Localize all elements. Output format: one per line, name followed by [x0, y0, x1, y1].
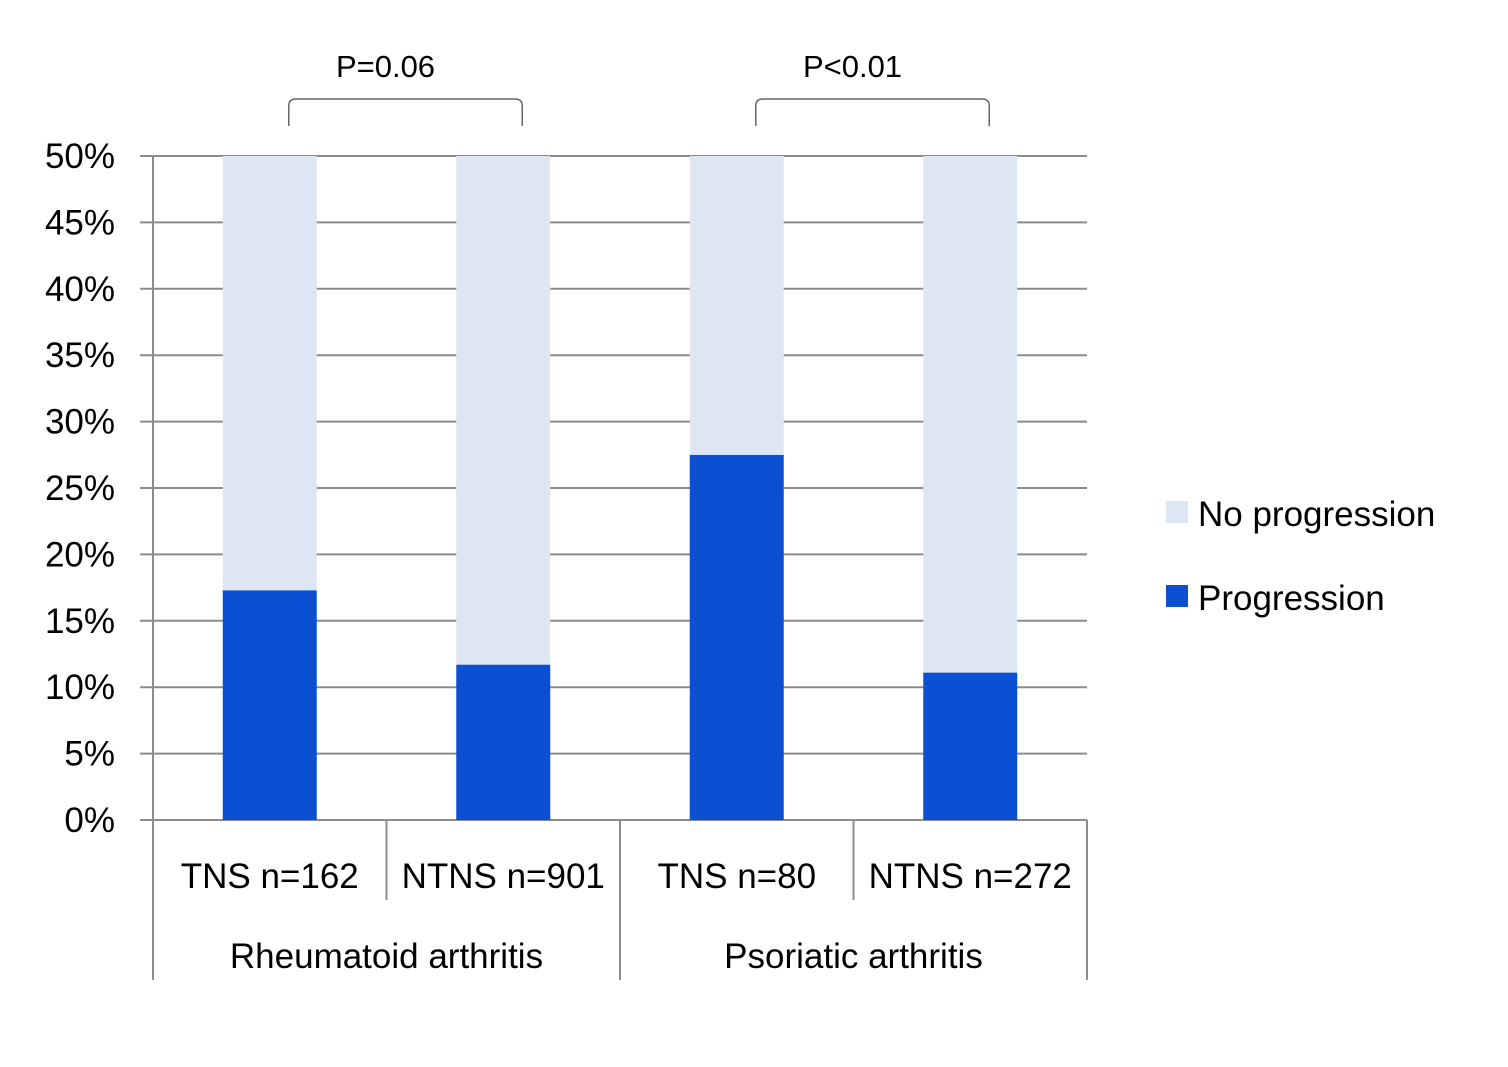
axes: [152, 156, 1088, 980]
legend-swatch: [1166, 501, 1188, 523]
p-value-annotations: P=0.06 P<0.01: [288, 49, 990, 126]
p-value-bracket: [755, 98, 990, 126]
group-labels: Rheumatoid arthritis Psoriatic arthritis: [230, 937, 983, 976]
p-value-label: P<0.01: [803, 49, 902, 84]
category-label: TNS n=162: [181, 857, 359, 896]
bars: [222, 156, 1018, 820]
category-label: NTNS n=901: [402, 857, 605, 896]
legend-swatch: [1166, 585, 1188, 607]
category-labels: TNS n=162 NTNS n=901 TNS n=80 NTNS n=272: [181, 857, 1072, 896]
category-label: TNS n=80: [657, 857, 816, 896]
bar-progression: [456, 664, 551, 820]
bar-no-progression: [923, 156, 1018, 673]
bar-progression: [923, 672, 1018, 820]
y-tick-label: 40%: [45, 270, 115, 309]
bar-no-progression: [222, 156, 317, 591]
group-label: Psoriatic arthritis: [724, 937, 983, 976]
y-tick-label: 30%: [45, 403, 115, 442]
category-label: NTNS n=272: [869, 857, 1072, 896]
y-tick-label: 50%: [45, 137, 115, 176]
y-tick-label: 35%: [45, 336, 115, 375]
group-label: Rheumatoid arthritis: [230, 937, 543, 976]
y-tick-label: 0%: [64, 801, 115, 840]
y-tick-label: 15%: [45, 602, 115, 641]
p-value-label: P=0.06: [336, 49, 435, 84]
y-tick-label: 45%: [45, 203, 115, 242]
y-tick-label: 25%: [45, 469, 115, 508]
legend: No progression Progression: [1166, 495, 1435, 618]
y-tick-label: 5%: [64, 735, 115, 774]
y-tick-label: 10%: [45, 668, 115, 707]
y-tick-label: 20%: [45, 535, 115, 574]
bar-no-progression: [689, 156, 784, 455]
legend-label: No progression: [1198, 495, 1435, 534]
bar-progression: [689, 454, 784, 820]
p-value-bracket: [288, 98, 523, 126]
bar-no-progression: [456, 156, 551, 665]
bar-progression: [222, 590, 317, 820]
y-tick-labels: 0% 5% 10% 15% 20% 25% 30% 35% 40% 45% 50%: [45, 137, 115, 840]
legend-label: Progression: [1198, 579, 1385, 618]
